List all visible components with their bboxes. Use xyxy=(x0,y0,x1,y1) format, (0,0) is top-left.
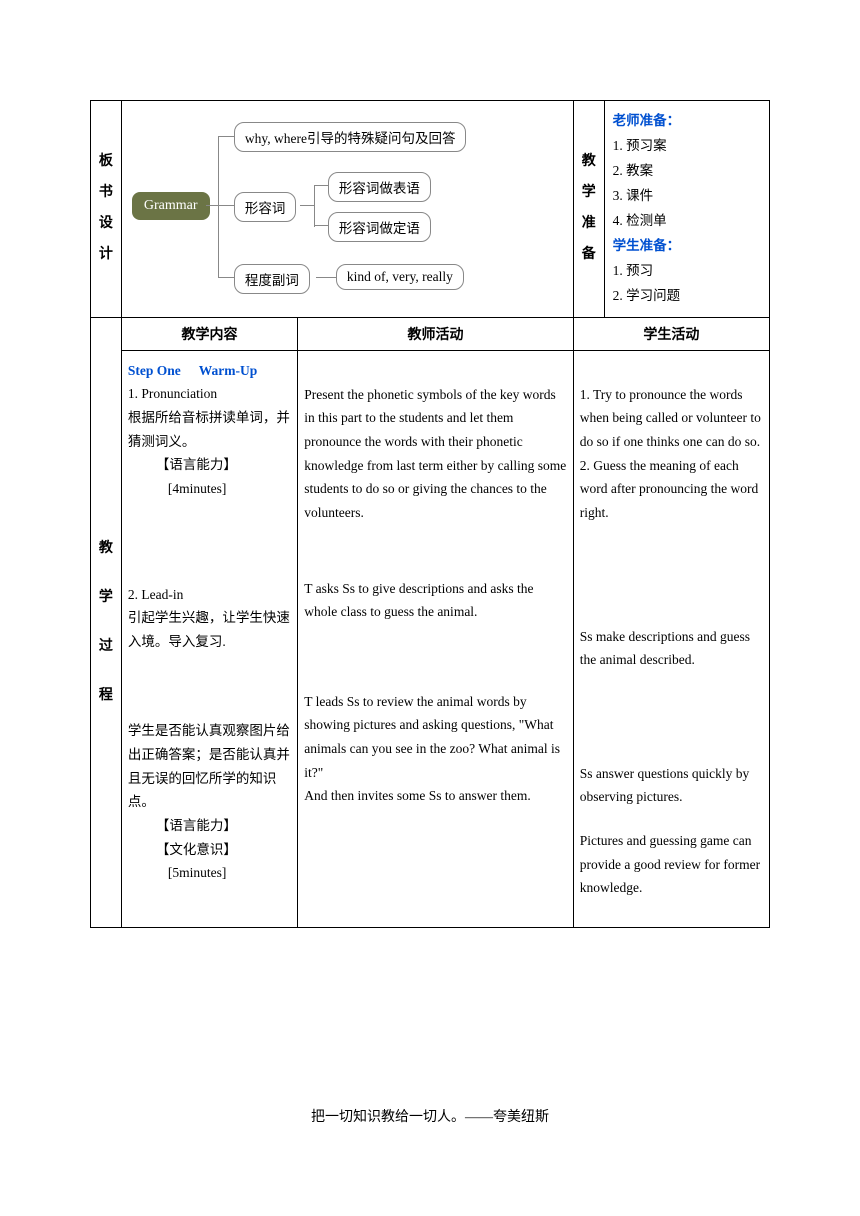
diagram-node-2: 形容词 xyxy=(234,192,297,222)
step-line: 学生是否能认真观察图片给出正确答案；是否能认真并且无误的回忆所学的知识点。 xyxy=(128,719,291,814)
teacher-prep-item: 2. 教案 xyxy=(613,159,761,184)
teacher-prep-item: 3. 课件 xyxy=(613,184,761,209)
student-activity-text: 1. Try to pronounce the words when being… xyxy=(580,383,763,525)
step-tag: 【语言能力】 xyxy=(128,453,291,477)
diagram-root: Grammar xyxy=(132,192,210,220)
lesson-plan-table: 板 书 设 计 Grammar why, where引导的特殊疑问句及回答 形容… xyxy=(90,100,770,928)
step-tag: 【语言能力】 xyxy=(128,814,291,838)
teacher-activity-text: T asks Ss to give descriptions and asks … xyxy=(304,577,567,624)
board-design-label: 板 书 设 计 xyxy=(91,101,122,318)
teaching-content-col: Step One Warm-Up 1. Pronunciation 根据所给音标拼… xyxy=(121,350,297,927)
diagram-cell: Grammar why, where引导的特殊疑问句及回答 形容词 形容词做表语… xyxy=(121,101,573,318)
diagram-node-5: 程度副词 xyxy=(234,264,310,294)
step-tag: 【文化意识】 xyxy=(128,838,291,862)
step-subtitle: Warm-Up xyxy=(199,363,258,378)
header-teacher: 教师活动 xyxy=(298,317,574,350)
student-activity-text: Ss make descriptions and guess the anima… xyxy=(580,625,763,672)
prep-label: 教 学 准 备 xyxy=(573,101,604,318)
diagram-node-1: why, where引导的特殊疑问句及回答 xyxy=(234,122,467,152)
teacher-prep-item: 4. 检测单 xyxy=(613,209,761,234)
step-line: 1. Pronunciation xyxy=(128,382,291,406)
student-prep-item: 2. 学习问题 xyxy=(613,284,761,309)
step-time: [5minutes] xyxy=(128,861,291,885)
diagram-node-4: 形容词做定语 xyxy=(328,212,431,242)
step-line: 根据所给音标拼读单词，并猜测词义。 xyxy=(128,406,291,453)
step-line: 2. Lead-in xyxy=(128,583,291,607)
student-prep-title: 学生准备： xyxy=(613,234,761,259)
student-activity-text: Pictures and guessing game can provide a… xyxy=(580,829,763,900)
student-activity-col: 1. Try to pronounce the words when being… xyxy=(573,350,769,927)
teacher-activity-col: Present the phonetic symbols of the key … xyxy=(298,350,574,927)
grammar-diagram: Grammar why, where引导的特殊疑问句及回答 形容词 形容词做表语… xyxy=(128,114,567,304)
diagram-node-6: kind of, very, really xyxy=(336,264,464,290)
diagram-node-3: 形容词做表语 xyxy=(328,172,431,202)
teacher-activity-text: T leads Ss to review the animal words by… xyxy=(304,690,567,808)
teacher-activity-text: Present the phonetic symbols of the key … xyxy=(304,383,567,525)
step-title: Step One xyxy=(128,363,181,378)
student-activity-text: Ss answer questions quickly by observing… xyxy=(580,762,763,809)
header-content: 教学内容 xyxy=(121,317,297,350)
prep-content: 老师准备： 1. 预习案 2. 教案 3. 课件 4. 检测单 学生准备： 1.… xyxy=(604,101,769,318)
step-time: [4minutes] xyxy=(128,477,291,501)
page-footer: 把一切知识教给一切人。——夸美纽斯 xyxy=(0,1106,860,1126)
step-line: 引起学生兴趣，让学生快速入境。导入复习. xyxy=(128,606,291,653)
teacher-prep-title: 老师准备： xyxy=(613,109,761,134)
header-student: 学生活动 xyxy=(573,317,769,350)
student-prep-item: 1. 预习 xyxy=(613,259,761,284)
process-label: 教 学 过 程 xyxy=(91,317,122,927)
teacher-prep-item: 1. 预习案 xyxy=(613,134,761,159)
